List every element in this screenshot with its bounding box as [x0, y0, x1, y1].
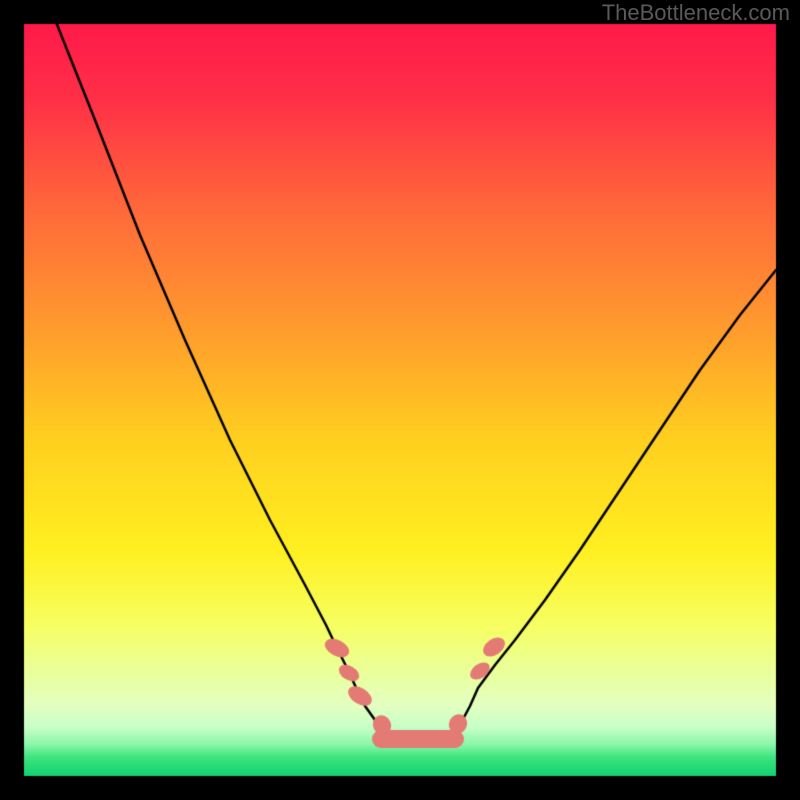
watermark-text: TheBottleneck.com	[602, 0, 790, 26]
curve-overlay	[0, 0, 800, 800]
chart-stage: TheBottleneck.com	[0, 0, 800, 800]
